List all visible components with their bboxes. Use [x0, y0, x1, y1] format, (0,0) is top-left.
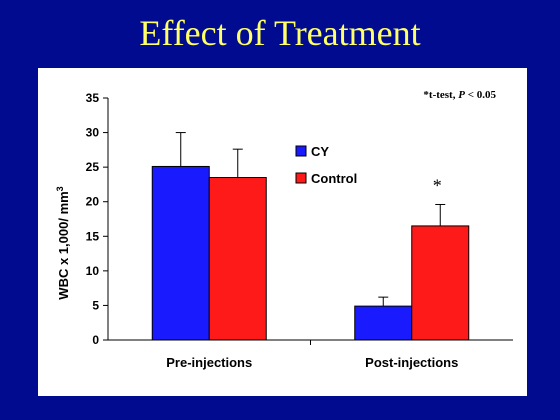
significance-note: *t-test, P < 0.05: [423, 89, 496, 101]
y-tick-label: 5: [92, 298, 99, 312]
legend: CY Control: [295, 144, 357, 186]
legend-label-cy: CY: [311, 144, 329, 159]
x-category-label: Post-injections: [365, 355, 458, 370]
legend-swatch-cy: [295, 145, 307, 157]
legend-swatch-control: [295, 172, 307, 184]
y-tick-label: 15: [86, 229, 100, 243]
y-tick-label: 30: [86, 126, 100, 140]
bar-cy-post: [354, 305, 413, 341]
y-tick-label: 10: [86, 264, 100, 278]
y-tick-label: 0: [92, 333, 99, 347]
slide-title: Effect of Treatment: [139, 13, 421, 53]
x-category-label: Pre-injections: [166, 355, 252, 370]
y-tick-label: 25: [86, 160, 100, 174]
legend-label-control: Control: [311, 171, 357, 186]
significance-markers: *: [433, 175, 442, 195]
significance-star: *: [433, 175, 442, 195]
y-tick-label: 35: [86, 91, 100, 105]
y-ticks: 0 5 10 15 20 25 30 35: [86, 91, 108, 347]
bar-chart: 0 5 10 15 20 25 30 35 Pre-injections Post-inject…: [55, 89, 513, 370]
bar-control-post: [411, 225, 470, 341]
bars: [151, 165, 470, 341]
chart-panel: 0 5 10 15 20 25 30 35 Pre-injections Post-inject…: [38, 68, 527, 396]
error-bars: [175, 132, 446, 307]
bar-control-pre: [208, 177, 267, 341]
y-tick-label: 20: [86, 195, 100, 209]
bar-cy-pre: [151, 165, 210, 341]
category-labels: Pre-injections Post-injections: [166, 355, 458, 370]
y-axis-title: WBC x 1,000/ mm3: [55, 186, 71, 299]
